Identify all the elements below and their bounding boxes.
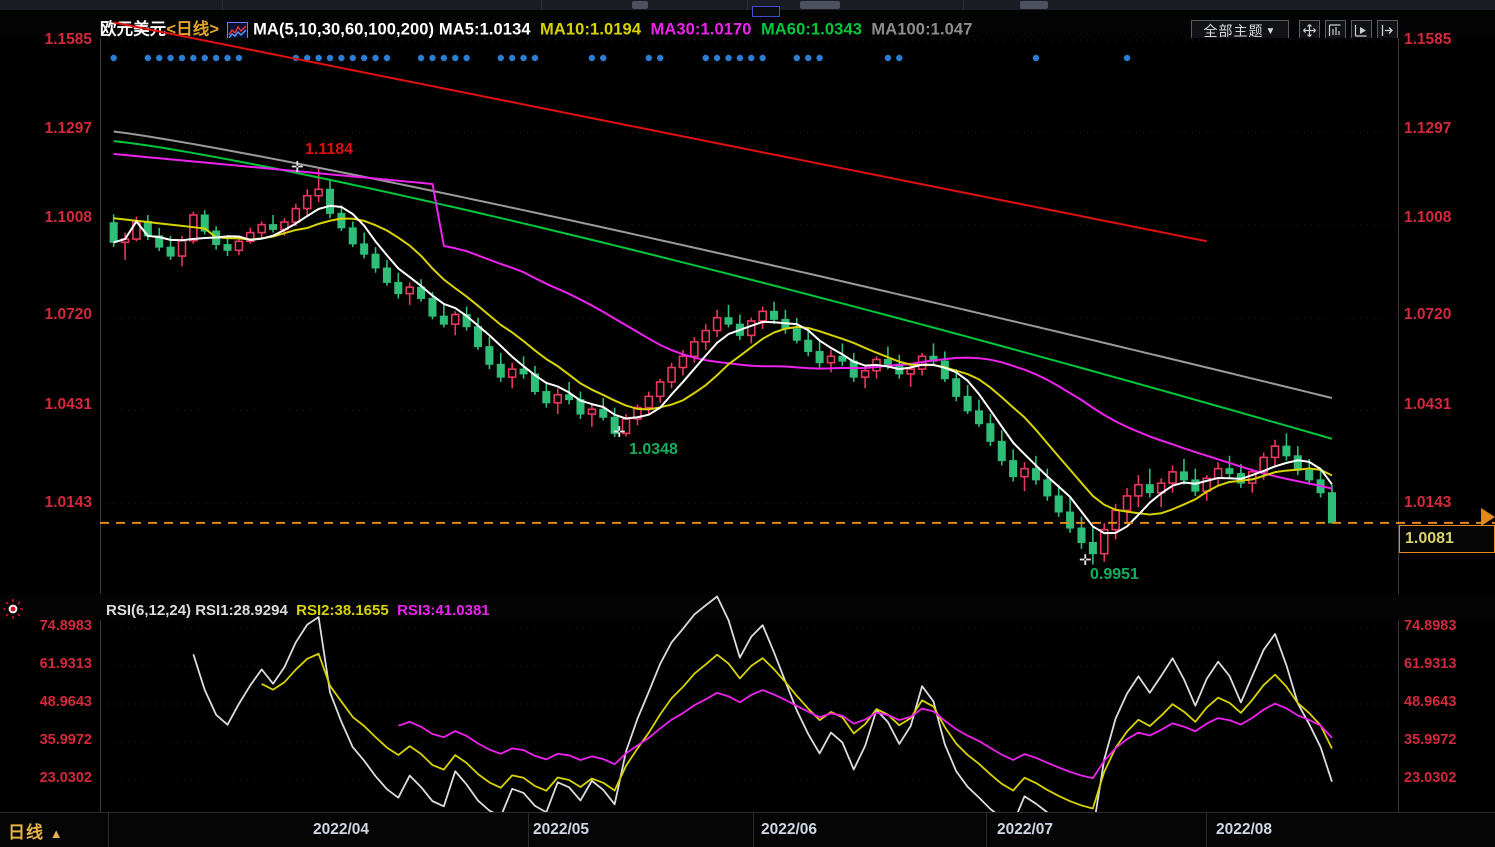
low-label-2: 0.9951 <box>1090 566 1139 583</box>
price-axis-left-1: 1.1297 <box>44 120 92 137</box>
move-crosshair-button[interactable] <box>1299 20 1320 41</box>
theme-select-label: 全部主题 <box>1203 23 1264 39</box>
x-axis[interactable]: 2022/04 2022/05 2022/06 2022/07 2022/08 <box>0 812 1495 847</box>
rsi-axis-right-4: 23.0302 <box>1404 770 1457 786</box>
rsi-axis-left-0: 74.8983 <box>39 618 92 634</box>
low-marker-1-icon: ✛ <box>613 424 626 441</box>
x-tick-1: 2022/05 <box>533 821 590 838</box>
price-axis-right-4: 1.0431 <box>1404 396 1452 413</box>
price-axis-left-0: 1.1585 <box>44 31 92 48</box>
measure-right-button[interactable] <box>1351 20 1372 41</box>
top-toolbar-strip <box>0 0 1495 10</box>
caret-up-icon: ▲ <box>49 826 64 841</box>
price-chart-canvas <box>100 21 1495 565</box>
rsi-axis-left-2: 48.9643 <box>39 694 92 710</box>
ma10-value: MA10:1.0194 <box>540 20 642 39</box>
rsi1-value: RSI1:28.9294 <box>195 602 288 619</box>
price-axis-left-3: 1.0720 <box>44 306 92 323</box>
x-tick-2: 2022/06 <box>761 821 818 838</box>
chevron-down-icon: ▼ <box>1265 26 1277 37</box>
footer-period-label: 日线 <box>8 823 44 842</box>
high-marker-icon: ✛ <box>291 159 304 176</box>
price-axis-left-2: 1.1008 <box>44 209 92 226</box>
last-price-box[interactable]: 1.0081 <box>1399 525 1495 553</box>
x-tick-3: 2022/07 <box>997 821 1054 838</box>
low-label-1: 1.0348 <box>629 441 678 458</box>
price-axis-right-3: 1.0720 <box>1404 306 1452 323</box>
rsi-axis-right-3: 35.9972 <box>1404 732 1457 748</box>
rsi-axis-left-4: 23.0302 <box>39 770 92 786</box>
price-axis-right-0: 1.1585 <box>1404 31 1452 48</box>
symbol-name: 欧元美元 <box>100 20 167 39</box>
x-tick-0: 2022/04 <box>313 821 370 838</box>
price-pane[interactable] <box>0 21 1495 594</box>
rsi-axis-right-2: 48.9643 <box>1404 694 1457 710</box>
ma5-value: MA5:1.0134 <box>438 20 531 39</box>
rsi-axis-right-0: 74.8983 <box>1404 618 1457 634</box>
price-axis-right-5: 1.0143 <box>1404 494 1452 511</box>
alarm-dot-icon[interactable] <box>2 598 24 620</box>
high-label: 1.1184 <box>305 141 354 158</box>
footer-period-selector[interactable]: 日线 ▲ <box>8 818 64 843</box>
rsi3-value: RSI3:41.0381 <box>397 602 490 619</box>
rsi-axis-left-3: 35.9972 <box>39 732 92 748</box>
theme-select[interactable]: 全部主题 ▼ <box>1191 20 1289 41</box>
toolbar-active-cell[interactable] <box>752 6 780 17</box>
x-tick-4: 2022/08 <box>1216 821 1273 838</box>
price-axis-right-1: 1.1297 <box>1404 120 1452 137</box>
ma-params-label: MA(5,10,30,60,100,200) <box>253 20 435 39</box>
price-axis-right-2: 1.1008 <box>1404 209 1452 226</box>
rsi-chart-canvas <box>100 595 1398 832</box>
rsi-axis-left-1: 61.9313 <box>39 656 92 672</box>
rsi-header-text: RSI(6,12,24) RSI1:28.9294 RSI2:38.1655 R… <box>106 602 490 619</box>
rsi2-value: RSI2:38.1655 <box>296 602 389 619</box>
chart-header-text: 欧元美元<日线> MA(5,10,30,60,100,200) MA5:1.013… <box>100 20 973 42</box>
last-price-arrow-icon <box>1481 508 1495 526</box>
rsi-title: RSI(6,12,24) <box>106 602 192 619</box>
price-axis-left-5: 1.0143 <box>44 494 92 511</box>
ma60-value: MA60:1.0343 <box>760 20 863 39</box>
rsi-pane[interactable] <box>0 595 1495 832</box>
ma-indicator-icon <box>227 22 249 42</box>
period-label: <日线> <box>166 20 220 39</box>
ma100-value: MA100:1.047 <box>871 20 973 39</box>
chart-header: 欧元美元<日线> MA(5,10,30,60,100,200) MA5:1.013… <box>0 10 1495 42</box>
rsi-axis-right-1: 61.9313 <box>1404 656 1457 672</box>
low-marker-2-icon: ✛ <box>1079 552 1092 569</box>
price-axis-left-4: 1.0431 <box>44 396 92 413</box>
ma30-value: MA30:1.0170 <box>650 20 752 39</box>
